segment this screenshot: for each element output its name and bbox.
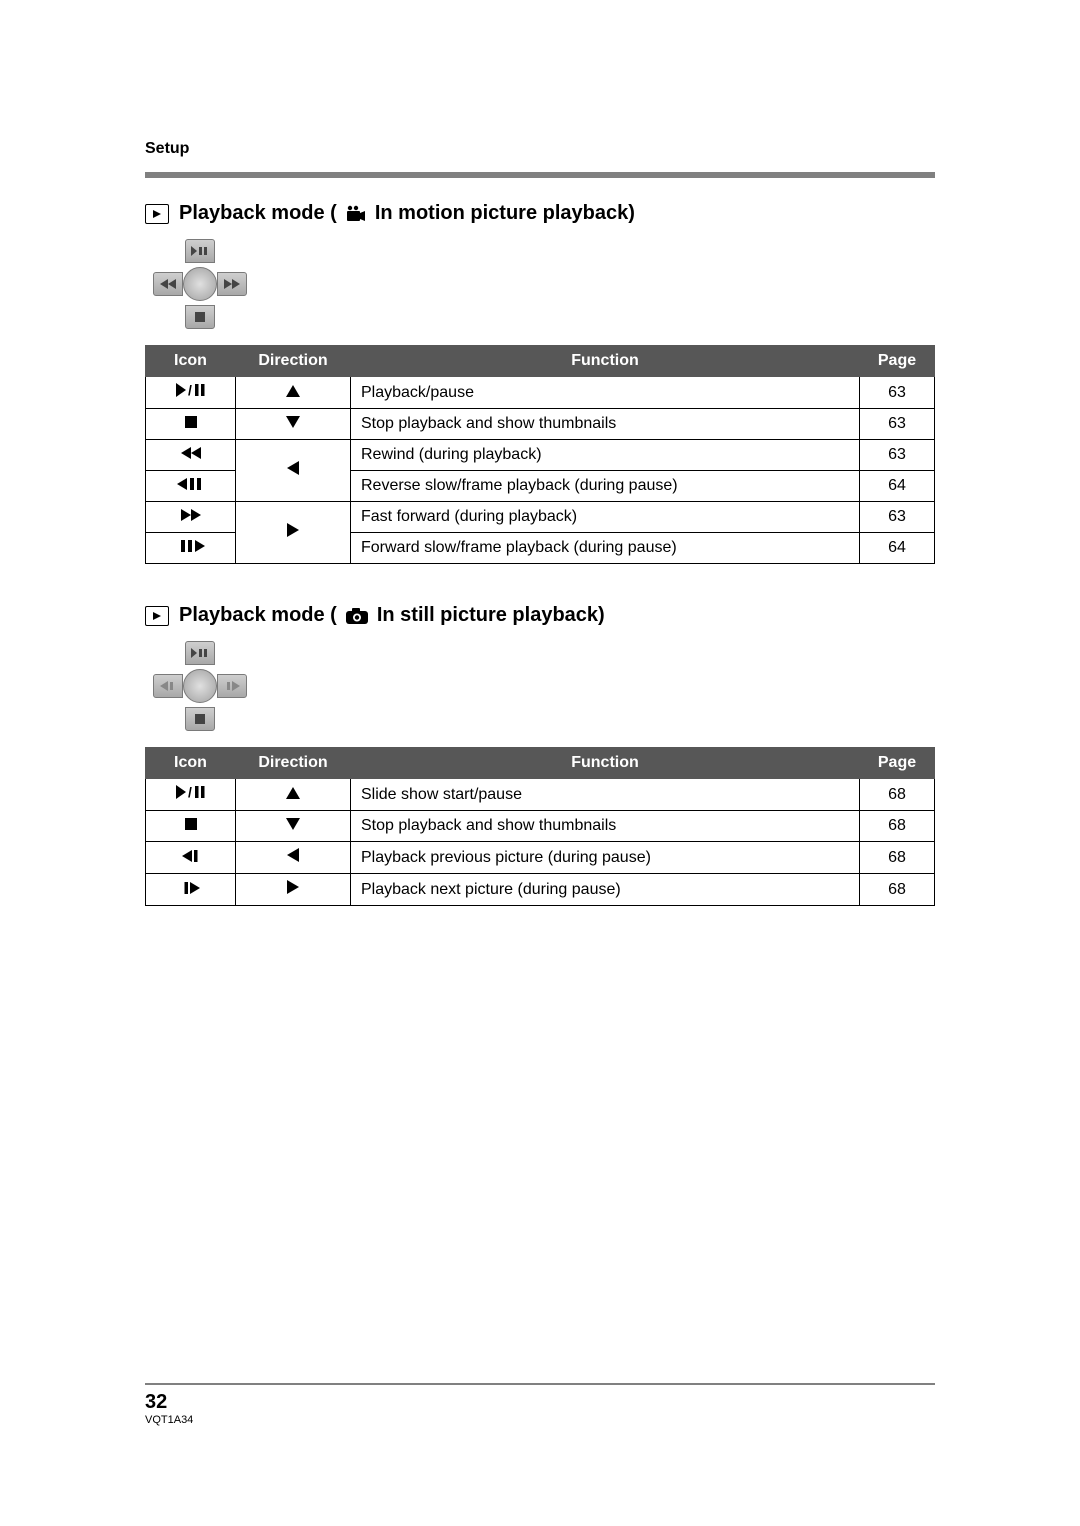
still-playback-table: Icon Direction Function Page / Slide sho…: [145, 747, 935, 906]
dpad-center: [183, 267, 217, 301]
col-icon: Icon: [146, 748, 236, 779]
table-header-row: Icon Direction Function Page: [146, 346, 935, 377]
playback-mode-icon: [145, 204, 169, 224]
table-row: Playback next picture (during pause) 68: [146, 874, 935, 906]
page-cell: 64: [860, 533, 935, 564]
title-post: In still picture playback): [377, 604, 605, 627]
page-cell: 63: [860, 377, 935, 409]
func-cell: Playback next picture (during pause): [351, 874, 860, 906]
page-cell: 63: [860, 502, 935, 533]
dpad-graphic-still: [145, 641, 255, 731]
page-number: 32: [145, 1391, 935, 1414]
left-arrow-icon: [287, 461, 299, 475]
breadcrumb: Setup: [145, 140, 935, 158]
section-still-playback: Playback mode ( In still picture playbac…: [145, 604, 935, 906]
stop-icon: [185, 818, 197, 830]
page-cell: 64: [860, 471, 935, 502]
play-pause-icon: /: [176, 785, 206, 799]
section2-title: Playback mode ( In still picture playbac…: [145, 604, 935, 627]
col-page: Page: [860, 346, 935, 377]
play-pause-icon: /: [176, 383, 206, 397]
page-cell: 68: [860, 811, 935, 842]
table-row: Playback previous picture (during pause)…: [146, 842, 935, 874]
dpad-left: [153, 272, 183, 296]
right-arrow-icon: [287, 523, 299, 537]
dpad-left: [153, 674, 183, 698]
right-arrow-icon: [287, 880, 299, 894]
dpad-down: [185, 707, 215, 731]
up-arrow-icon: [286, 787, 300, 799]
func-cell: Rewind (during playback): [351, 440, 860, 471]
func-cell: Stop playback and show thumbnails: [351, 409, 860, 440]
col-function: Function: [351, 346, 860, 377]
page-footer: 32 VQT1A34: [145, 1383, 935, 1426]
step-prev-icon: [182, 850, 200, 862]
down-arrow-icon: [286, 818, 300, 830]
dpad-up: [185, 239, 215, 263]
dpad-center: [183, 669, 217, 703]
func-cell: Fast forward (during playback): [351, 502, 860, 533]
col-function: Function: [351, 748, 860, 779]
svg-text:/: /: [188, 383, 192, 397]
page-cell: 63: [860, 440, 935, 471]
func-cell: Playback/pause: [351, 377, 860, 409]
dpad-right: [217, 674, 247, 698]
page-cell: 68: [860, 779, 935, 811]
top-rule: [145, 172, 935, 178]
step-next-icon: [182, 882, 200, 894]
down-arrow-icon: [286, 416, 300, 428]
title-pre: Playback mode (: [179, 202, 337, 225]
bottom-rule: [145, 1383, 935, 1385]
dpad-down: [185, 305, 215, 329]
table-header-row: Icon Direction Function Page: [146, 748, 935, 779]
func-cell: Playback previous picture (during pause): [351, 842, 860, 874]
section-motion-playback: Playback mode ( In motion picture playba…: [145, 202, 935, 564]
title-post: In motion picture playback): [375, 202, 635, 225]
fastforward-icon: [179, 509, 203, 521]
table-row: / Slide show start/pause 68: [146, 779, 935, 811]
table-row: Rewind (during playback) 63: [146, 440, 935, 471]
dpad-right: [217, 272, 247, 296]
page-cell: 68: [860, 874, 935, 906]
rewind-icon: [179, 447, 203, 459]
up-arrow-icon: [286, 385, 300, 397]
reverse-slow-icon: [177, 478, 205, 490]
stop-icon: [185, 416, 197, 428]
left-arrow-icon: [287, 848, 299, 862]
table-row: / Playback/pause 63: [146, 377, 935, 409]
video-camera-icon: [345, 205, 367, 223]
playback-mode-icon: [145, 606, 169, 626]
doc-code: VQT1A34: [145, 1414, 935, 1426]
forward-slow-icon: [177, 540, 205, 552]
col-direction: Direction: [236, 346, 351, 377]
dpad-up: [185, 641, 215, 665]
col-icon: Icon: [146, 346, 236, 377]
page-cell: 68: [860, 842, 935, 874]
title-pre: Playback mode (: [179, 604, 337, 627]
svg-text:/: /: [188, 785, 192, 799]
func-cell: Stop playback and show thumbnails: [351, 811, 860, 842]
func-cell: Reverse slow/frame playback (during paus…: [351, 471, 860, 502]
col-page: Page: [860, 748, 935, 779]
table-row: Fast forward (during playback) 63: [146, 502, 935, 533]
func-cell: Slide show start/pause: [351, 779, 860, 811]
table-row: Stop playback and show thumbnails 63: [146, 409, 935, 440]
motion-playback-table: Icon Direction Function Page / Playback/…: [145, 345, 935, 564]
table-row: Stop playback and show thumbnails 68: [146, 811, 935, 842]
dpad-graphic-motion: [145, 239, 255, 329]
section1-title: Playback mode ( In motion picture playba…: [145, 202, 935, 225]
still-camera-icon: [345, 607, 369, 625]
func-cell: Forward slow/frame playback (during paus…: [351, 533, 860, 564]
col-direction: Direction: [236, 748, 351, 779]
page-cell: 63: [860, 409, 935, 440]
